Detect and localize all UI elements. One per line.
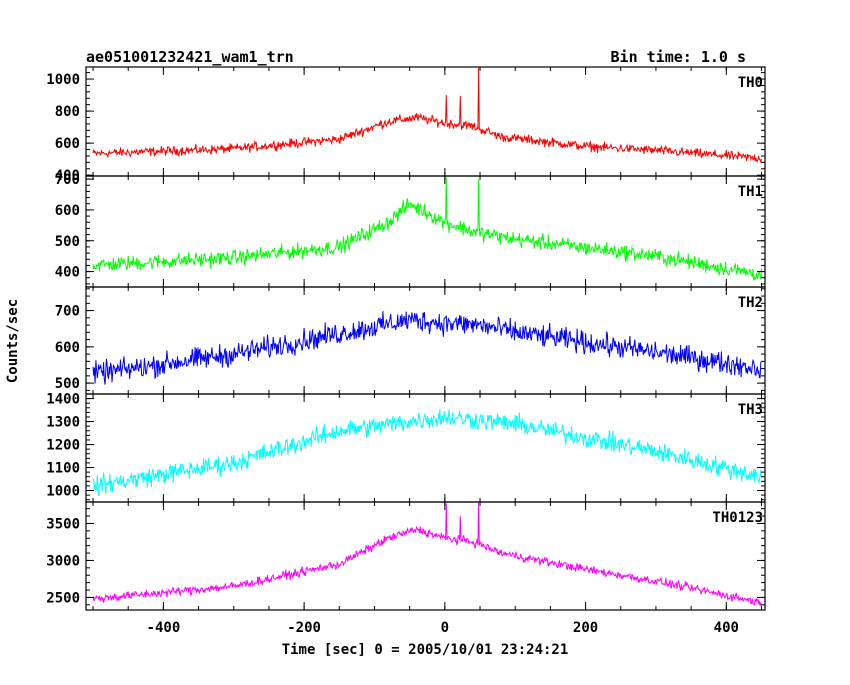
chart-title: ae051001232421_wam1_trn [86,48,294,66]
series-line-th1 [92,177,762,281]
panels-group: 400 600 800 1000 TH0 400 500 600 700 TH1 500 600 700… [46,66,766,636]
y-tick-label: 3000 [46,553,80,569]
y-tick-label: 1100 [46,461,80,477]
y-tick-label: 800 [55,104,80,120]
panel-th2: 500 600 700 TH2 [55,286,766,395]
series-line-th2 [92,311,762,385]
y-tick-label: 2500 [46,590,80,606]
y-tick-label: 1300 [46,415,80,431]
y-tick-label: 600 [55,340,80,356]
y-tick-label: 400 [55,265,80,281]
panel-frame [85,393,766,503]
y-tick-label: 700 [55,172,80,188]
series-line-th0 [92,67,762,164]
y-tick-label: 600 [55,136,80,152]
panel-frame [85,501,766,611]
y-tick-label: 1200 [46,438,80,454]
y-tick-label: 700 [55,304,80,320]
panel-frame [85,175,766,288]
series-line-th3 [93,409,762,496]
panel-frame [85,66,766,177]
bin-time-label: Bin time: 1.0 s [611,48,746,66]
y-tick-label: 1000 [46,484,80,500]
panel-th3: 1000 1100 1200 1300 1400 TH3 [46,392,766,503]
series-line-th0123 [92,502,762,607]
y-tick-label: 1000 [46,72,80,88]
panel-th0: 400 600 800 1000 TH0 [46,66,766,184]
panel-label: TH2 [738,295,763,311]
x-tick-label: -400 [147,620,181,636]
y-tick-label: 400 [55,168,80,184]
panel-label: TH1 [738,184,763,200]
panel-th0123: 2500 3000 3500 TH0123 [46,501,766,611]
panel-label: TH0 [738,75,763,91]
x-axis-label: Time [sec] 0 = 2005/10/01 23:24:21 [282,642,569,658]
y-tick-label: 500 [55,376,80,392]
x-tick-label: 200 [573,620,598,636]
x-tick-label: -200 [287,620,321,636]
x-tick-label: 400 [714,620,739,636]
y-tick-label: 600 [55,203,80,219]
y-axis-label: Counts/sec [5,299,21,383]
y-tick-label: 1400 [46,392,80,408]
y-tick-label: 3500 [46,516,80,532]
y-tick-label: 500 [55,234,80,250]
panel-label: TH3 [738,402,763,418]
panel-label: TH0123 [712,510,763,526]
x-tick-label: 0 [441,620,449,636]
panel-th1: 400 500 600 700 TH1 [55,172,766,288]
panel-frame [85,286,766,395]
